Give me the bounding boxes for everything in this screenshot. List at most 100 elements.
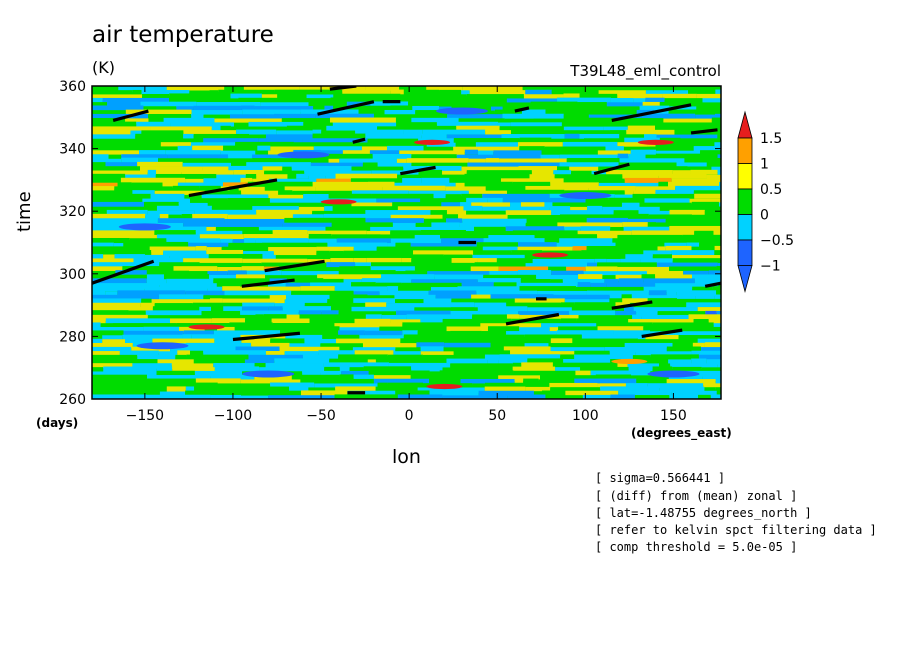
field-cell — [92, 354, 138, 361]
field-cell — [300, 390, 348, 397]
field-cell — [330, 257, 354, 264]
field-cell — [595, 86, 619, 92]
field-cell — [699, 243, 721, 249]
field-cell — [540, 375, 596, 381]
field-cell — [279, 346, 340, 353]
field-cell — [577, 230, 632, 236]
field-cell — [476, 242, 519, 248]
field-cell — [195, 246, 207, 252]
field-cell — [571, 138, 584, 144]
field-cell — [519, 327, 550, 333]
field-cell — [422, 354, 469, 361]
field-cell — [694, 278, 721, 285]
field-cell — [631, 230, 695, 236]
field-cell — [564, 133, 580, 139]
field-cell — [315, 186, 383, 192]
field-cell — [302, 354, 339, 360]
field-cell — [577, 282, 591, 288]
field-cell — [458, 118, 505, 124]
kelvin-segment — [241, 278, 295, 288]
field-cell — [103, 366, 157, 373]
field-cell — [353, 142, 386, 149]
colorbar-label: 1 — [760, 157, 769, 173]
field-cell — [410, 243, 477, 248]
field-cell — [388, 362, 451, 369]
field-cell — [490, 343, 525, 349]
field-cell — [146, 279, 167, 286]
field-cell — [125, 174, 156, 180]
field-cell — [520, 278, 551, 285]
field-cell — [411, 154, 457, 160]
field-cell — [397, 394, 443, 399]
field-cell — [711, 166, 721, 172]
field-cell — [353, 374, 374, 380]
field-cell — [92, 226, 147, 233]
field-cell — [603, 126, 628, 132]
field-cell — [196, 382, 218, 388]
field-cell — [466, 94, 524, 100]
field-cell — [418, 97, 458, 103]
field-cell — [365, 210, 431, 217]
field-cell — [362, 343, 417, 349]
field-cell — [334, 286, 388, 293]
field-cell — [656, 134, 718, 140]
field-cell — [659, 137, 681, 144]
field-cell — [597, 233, 618, 240]
field-cell — [387, 286, 399, 292]
field-cell — [243, 86, 300, 92]
field-cell — [347, 390, 396, 397]
field-cell — [574, 302, 616, 308]
field-cell — [333, 202, 352, 209]
field-cell — [193, 105, 242, 111]
field-cell — [429, 391, 454, 398]
field-cell — [588, 114, 642, 121]
field-cell — [572, 338, 638, 344]
field-cell — [406, 158, 469, 164]
field-cell — [512, 366, 556, 373]
field-cell — [371, 262, 428, 269]
field-cell — [120, 177, 186, 184]
field-cell — [713, 230, 721, 236]
field-cell — [135, 133, 184, 139]
field-cell — [438, 246, 483, 252]
field-cell — [286, 278, 324, 284]
field-cell — [235, 346, 280, 353]
field-cell — [331, 222, 393, 228]
field-cell — [92, 319, 106, 325]
field-cell — [648, 290, 667, 296]
field-cell — [309, 318, 321, 325]
field-cell — [281, 118, 330, 125]
field-cell — [445, 194, 462, 200]
field-cell — [172, 367, 215, 373]
field-cell — [330, 306, 352, 313]
kelvin-segment — [611, 300, 653, 310]
field-cell — [658, 181, 669, 188]
field-cell — [227, 198, 270, 204]
field-cell — [500, 370, 514, 377]
field-cell — [248, 121, 304, 128]
field-cell — [228, 242, 263, 249]
field-cell — [327, 298, 354, 304]
field-cell — [321, 130, 356, 136]
field-cell — [223, 145, 258, 152]
field-cell — [706, 174, 721, 181]
field-cell — [325, 174, 336, 181]
field-cell — [255, 238, 309, 244]
field-cell — [697, 338, 721, 344]
field-cell — [92, 102, 108, 108]
field-cell — [320, 267, 340, 273]
field-cell — [619, 213, 649, 220]
field-cell — [541, 323, 597, 329]
field-cell — [623, 146, 650, 152]
field-cell — [291, 374, 340, 381]
field-cell — [254, 330, 280, 336]
field-cell — [397, 206, 464, 213]
field-cell — [252, 206, 299, 212]
field-cell — [691, 246, 715, 252]
field-cell — [684, 157, 721, 164]
field-cell — [323, 213, 391, 220]
field-cell — [666, 379, 716, 385]
field-cell — [624, 342, 673, 348]
x-tick-label: 50 — [488, 408, 506, 424]
field-cell — [624, 246, 658, 253]
